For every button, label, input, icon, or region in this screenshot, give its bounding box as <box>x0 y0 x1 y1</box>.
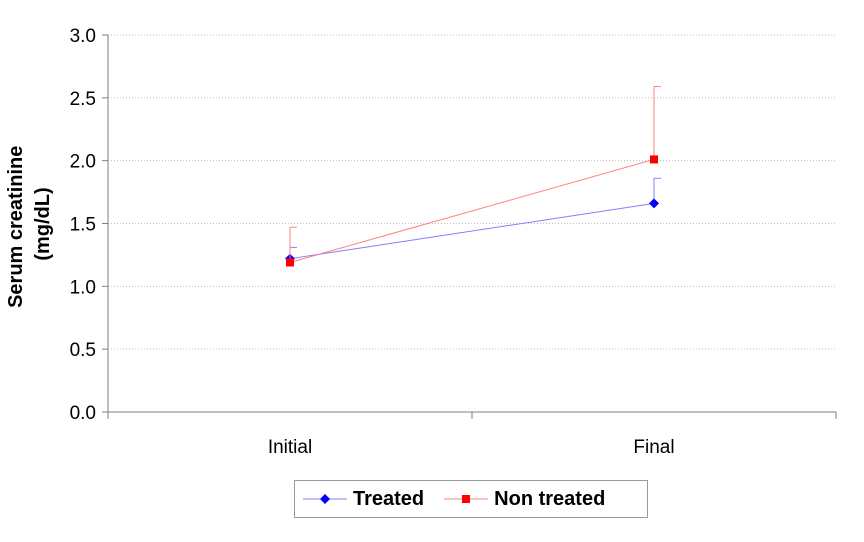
legend-swatch-treated <box>303 494 347 504</box>
y-tick-label: 0.5 <box>70 340 96 361</box>
x-tick-label: Final <box>633 437 674 458</box>
data-point-square <box>286 258 294 267</box>
series-treated <box>285 177 661 264</box>
legend-label-non-treated: Non treated <box>494 487 606 510</box>
x-tick-label: Initial <box>268 437 312 458</box>
legend-item-non-treated: Non treated <box>436 481 605 517</box>
y-axis-label: Serum creatinine (mg/dL) <box>5 140 54 308</box>
gridlines <box>108 34 836 350</box>
legend-item-treated: Treated <box>295 481 424 517</box>
axes <box>102 34 837 419</box>
data-point-diamond <box>649 198 659 209</box>
legend: Treated Non treated <box>294 480 648 518</box>
y-tick-label: 3.0 <box>70 26 96 47</box>
series <box>285 86 661 267</box>
x-tick-labels: Initial Final <box>268 437 675 458</box>
diamond-marker-icon <box>320 494 330 504</box>
legend-swatch-non-treated <box>444 495 489 503</box>
square-marker-icon <box>462 495 471 503</box>
series-line <box>289 202 655 260</box>
y-tick-label: 1.0 <box>70 277 96 298</box>
series-non-treated <box>286 86 661 267</box>
y-tick-label: 2.5 <box>70 89 96 110</box>
y-axis-label-line-2: (mg/dL) <box>32 187 54 260</box>
y-axis-label-line-1: Serum creatinine <box>5 146 27 308</box>
y-tick-label: 2.0 <box>70 152 96 173</box>
data-point-square <box>650 155 658 164</box>
y-tick-label: 0.0 <box>70 403 96 424</box>
series-line <box>289 158 655 263</box>
y-tick-label: 1.5 <box>70 215 96 236</box>
y-tick-labels: 0.0 0.5 1.0 1.5 2.0 2.5 3.0 <box>70 26 96 424</box>
legend-label-treated: Treated <box>353 487 425 510</box>
